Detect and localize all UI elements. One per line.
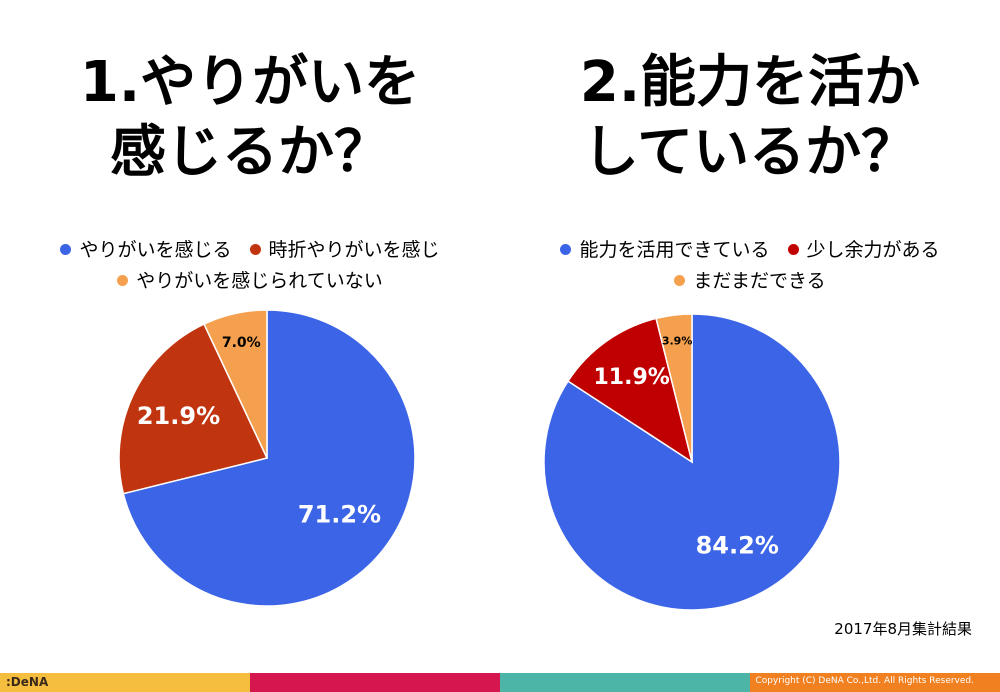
legend-label: やりがいを感じられていない	[136, 270, 383, 292]
pie-data-label: 71.2%	[298, 501, 381, 529]
legend-dot-blue	[60, 244, 72, 255]
pie-slice-1	[122, 309, 416, 607]
pie-data-label: 21.9%	[137, 402, 220, 430]
legend-row: やりがいを感じる 時折やりがいを感じ	[20, 235, 480, 266]
legend-dot-orange	[674, 275, 686, 286]
pie-slice-3	[203, 309, 268, 459]
legend-item: 能力を活用できている	[560, 235, 769, 266]
pie-data-label: 3.9%	[662, 334, 693, 347]
pie-slice-3	[655, 313, 693, 463]
legend-label: 能力を活用できている	[579, 239, 770, 261]
legend-item: 少し余力がある	[787, 235, 940, 266]
legend-label: やりがいを感じる	[79, 239, 232, 261]
title-line: しているか？	[582, 120, 918, 185]
legend-item: やりがいを感じられていない	[117, 266, 383, 297]
title-line: 2.能力を活か	[579, 50, 921, 115]
legend-row: まだまだできる	[520, 266, 980, 297]
aggregation-note: 2017年8月集計結果	[834, 620, 972, 638]
legend-row: やりがいを感じられていない	[20, 266, 480, 297]
legend-dot-orange	[117, 275, 129, 286]
legend-label: まだまだできる	[693, 270, 826, 292]
footer-stripe	[500, 673, 750, 692]
legend-item: 時折やりがいを感じ	[249, 235, 440, 266]
footer-stripe: Copyright (C) DeNA Co.,Ltd. All Rights R…	[750, 673, 1000, 692]
pie-data-label: 7.0%	[222, 335, 261, 351]
pie-data-label: 11.9%	[594, 365, 670, 390]
legend-label: 少し余力がある	[806, 239, 940, 261]
pie-slice-2	[567, 317, 694, 464]
legend-label: 時折やりがいを感じ	[268, 239, 440, 261]
legend-dot-red	[249, 244, 261, 255]
footer-stripe: :DeNA	[0, 673, 250, 692]
legend-right: 能力を活用できている 少し余力がある まだまだできる	[520, 235, 980, 297]
pie-chart-right: 84.2% 11.9% 3.9%	[543, 313, 841, 611]
dena-logo: :DeNA	[6, 675, 49, 689]
title-line: 感じるか？	[110, 120, 390, 185]
footer-stripe	[250, 673, 500, 692]
pie-slice-2	[118, 323, 269, 495]
legend-dot-red	[787, 244, 799, 255]
pie-chart-left: 71.2% 21.9% 7.0%	[118, 309, 416, 607]
legend-row: 能力を活用できている 少し余力がある	[520, 235, 980, 266]
legend-item: まだまだできる	[674, 266, 826, 297]
legend-dot-blue	[560, 244, 572, 255]
copyright-text: Copyright (C) DeNA Co.,Ltd. All Rights R…	[755, 676, 974, 686]
title-line: 1.やりがいを	[79, 50, 421, 115]
chart-title-right: 2.能力を活か しているか？	[500, 48, 1000, 188]
legend-item: やりがいを感じる	[60, 235, 231, 266]
chart-title-left: 1.やりがいを 感じるか？	[0, 48, 500, 188]
legend-left: やりがいを感じる 時折やりがいを感じ やりがいを感じられていない	[20, 235, 480, 297]
pie-data-label: 84.2%	[696, 532, 779, 560]
footer-bar: :DeNA Copyright (C) DeNA Co.,Ltd. All Ri…	[0, 673, 1000, 692]
